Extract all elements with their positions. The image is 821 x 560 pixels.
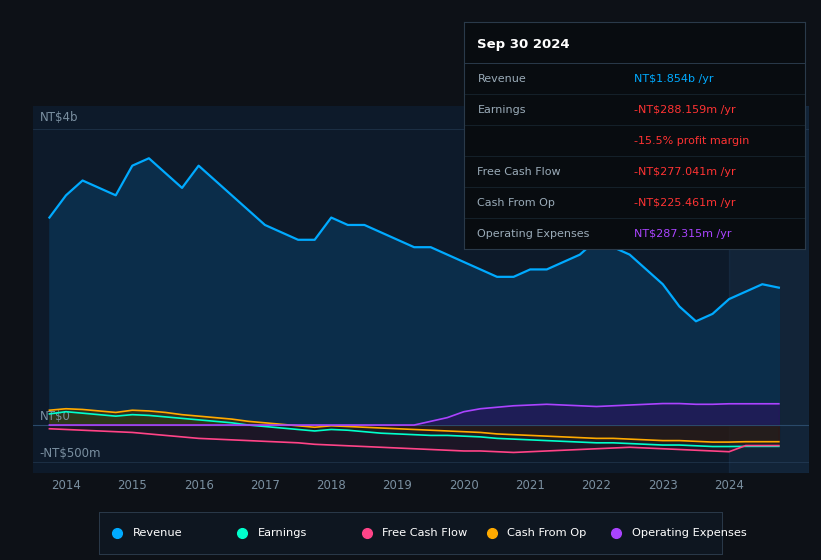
Text: Free Cash Flow: Free Cash Flow	[478, 167, 561, 177]
Text: Revenue: Revenue	[133, 529, 182, 538]
Text: -NT$500m: -NT$500m	[39, 447, 101, 460]
Text: Earnings: Earnings	[478, 105, 526, 115]
Text: Operating Expenses: Operating Expenses	[478, 228, 589, 239]
Text: Cash From Op: Cash From Op	[507, 529, 586, 538]
Text: -NT$288.159m /yr: -NT$288.159m /yr	[635, 105, 736, 115]
Text: Free Cash Flow: Free Cash Flow	[383, 529, 468, 538]
Text: Earnings: Earnings	[258, 529, 307, 538]
Text: Cash From Op: Cash From Op	[478, 198, 555, 208]
Bar	[729, 106, 809, 473]
Text: NT$1.854b /yr: NT$1.854b /yr	[635, 74, 713, 84]
Text: NT$287.315m /yr: NT$287.315m /yr	[635, 228, 732, 239]
Text: Sep 30 2024: Sep 30 2024	[478, 38, 570, 52]
Text: NT$0: NT$0	[39, 410, 71, 423]
Text: NT$4b: NT$4b	[39, 111, 78, 124]
Text: Operating Expenses: Operating Expenses	[632, 529, 747, 538]
Text: Revenue: Revenue	[478, 74, 526, 84]
Text: -15.5% profit margin: -15.5% profit margin	[635, 136, 750, 146]
Text: -NT$277.041m /yr: -NT$277.041m /yr	[635, 167, 736, 177]
Text: -NT$225.461m /yr: -NT$225.461m /yr	[635, 198, 736, 208]
